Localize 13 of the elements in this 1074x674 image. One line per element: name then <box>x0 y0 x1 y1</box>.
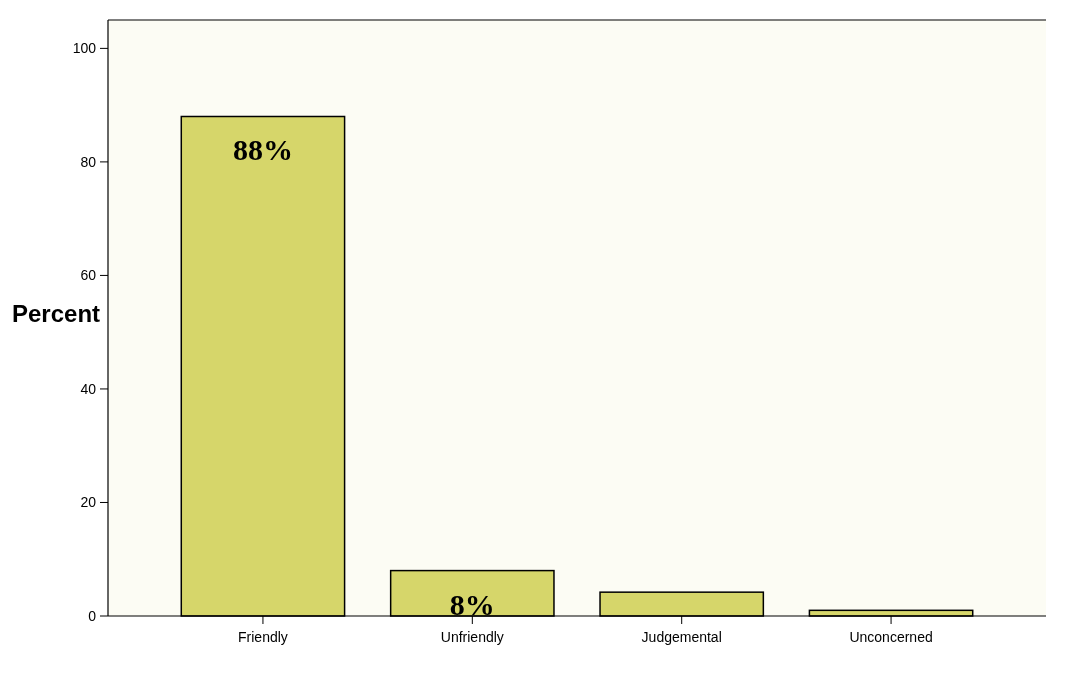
y-tick-label: 20 <box>80 494 97 511</box>
y-tick-label: 80 <box>80 153 97 170</box>
x-tick-label: Judgemental <box>641 629 722 645</box>
x-tick-label: Unconcerned <box>849 629 933 645</box>
y-tick-label: 40 <box>80 380 97 397</box>
y-tick-label: 100 <box>72 40 97 57</box>
x-tick-label: Unfriendly <box>440 629 504 645</box>
x-tick-label: Friendly <box>238 629 288 645</box>
y-axis-title: Percent <box>12 300 101 327</box>
data-label: 8% <box>449 587 495 621</box>
y-tick-label: 0 <box>88 607 97 624</box>
y-tick-label: 60 <box>80 267 97 284</box>
data-label: 88% <box>232 133 293 167</box>
